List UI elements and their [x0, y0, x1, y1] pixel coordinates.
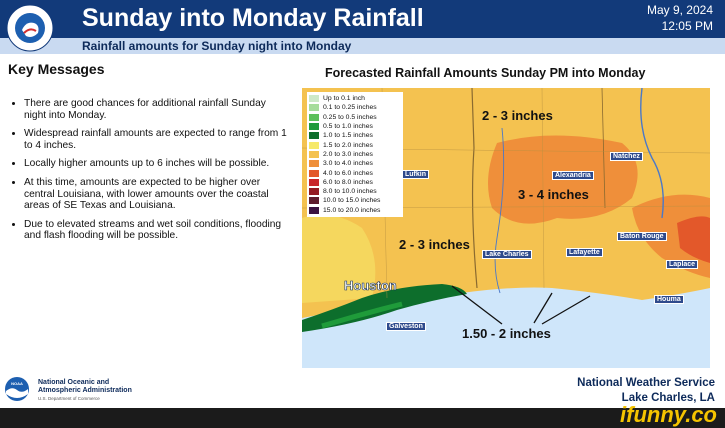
legend-item: 3.0 to 4.0 inches	[309, 159, 401, 168]
noaa-name-line: National Oceanic and	[38, 379, 110, 386]
noaa-name-line: Atmospheric Administration	[38, 387, 132, 394]
noaa-department: U.S. Department of Commerce	[38, 396, 100, 401]
city-label: Galveston	[386, 322, 426, 331]
city-label: Laplace	[666, 260, 699, 269]
legend-item: 1.0 to 1.5 inches	[309, 131, 401, 140]
issue-date: May 9, 2024	[646, 3, 713, 17]
annotation-west: 2 - 3 inches	[399, 237, 470, 252]
city-label-houston: Houston	[344, 278, 397, 294]
nws-office: National Weather Service Lake Charles, L…	[577, 376, 715, 406]
city-label: Baton Rouge	[617, 232, 667, 241]
bottom-strip	[0, 408, 725, 428]
legend-item: 4.0 to 6.0 inches	[309, 168, 401, 177]
noaa-name: National Oceanic and Atmospheric Adminis…	[38, 379, 132, 395]
key-messages-title: Key Messages	[8, 61, 105, 77]
issue-time: 12:05 PM	[661, 19, 713, 33]
city-label: Lake Charles	[482, 250, 532, 259]
page-title: Sunday into Monday Rainfall	[82, 4, 424, 32]
header-bar	[0, 0, 725, 38]
legend-item: 8.0 to 10.0 inches	[309, 187, 401, 196]
key-message: Due to elevated streams and wet soil con…	[24, 219, 289, 242]
legend-item: 0.1 to 0.25 inches	[309, 103, 401, 112]
key-message: There are good chances for additional ra…	[24, 98, 289, 121]
noaa-logo-icon: NOAA	[5, 377, 29, 401]
annotation-coast: 1.50 - 2 inches	[462, 326, 551, 341]
city-label: Lufkin	[402, 170, 429, 179]
city-label: Alexandria	[552, 171, 594, 180]
issue-datetime: May 9, 2024 12:05 PM	[647, 2, 713, 34]
city-label: Lafayette	[566, 248, 603, 257]
city-label: Natchez	[610, 152, 643, 161]
watermark: ifunny.co	[620, 402, 717, 427]
legend-item: 0.25 to 0.5 inches	[309, 113, 401, 122]
legend-item: 15.0 to 20.0 inches	[309, 206, 401, 215]
key-message: At this time, amounts are expected to be…	[24, 177, 289, 212]
map-legend: Up to 0.1 inch 0.1 to 0.25 inches 0.25 t…	[307, 92, 403, 217]
legend-item: 0.5 to 1.0 inches	[309, 122, 401, 131]
annotation-north: 2 - 3 inches	[482, 108, 553, 123]
svg-text:NOAA: NOAA	[11, 381, 23, 386]
rainfall-map: Up to 0.1 inch 0.1 to 0.25 inches 0.25 t…	[302, 88, 710, 368]
key-messages-list: There are good chances for additional ra…	[10, 98, 289, 249]
page-subtitle: Rainfall amounts for Sunday night into M…	[82, 39, 352, 53]
nws-name: National Weather Service	[577, 377, 715, 389]
key-message: Locally higher amounts up to 6 inches wi…	[24, 158, 289, 170]
footer	[0, 374, 725, 408]
legend-item: Up to 0.1 inch	[309, 94, 401, 103]
nws-location: Lake Charles, LA	[621, 392, 715, 404]
nws-seal-icon	[6, 4, 54, 52]
legend-item: 2.0 to 3.0 inches	[309, 150, 401, 159]
legend-item: 1.5 to 2.0 inches	[309, 140, 401, 149]
subtitle-bar	[0, 38, 725, 54]
key-message: Widespread rainfall amounts are expected…	[24, 128, 289, 151]
annotation-central: 3 - 4 inches	[518, 187, 589, 202]
legend-item: 6.0 to 8.0 inches	[309, 178, 401, 187]
legend-item: 10.0 to 15.0 inches	[309, 196, 401, 205]
city-label: Houma	[654, 295, 684, 304]
map-title: Forecasted Rainfall Amounts Sunday PM in…	[325, 66, 646, 80]
